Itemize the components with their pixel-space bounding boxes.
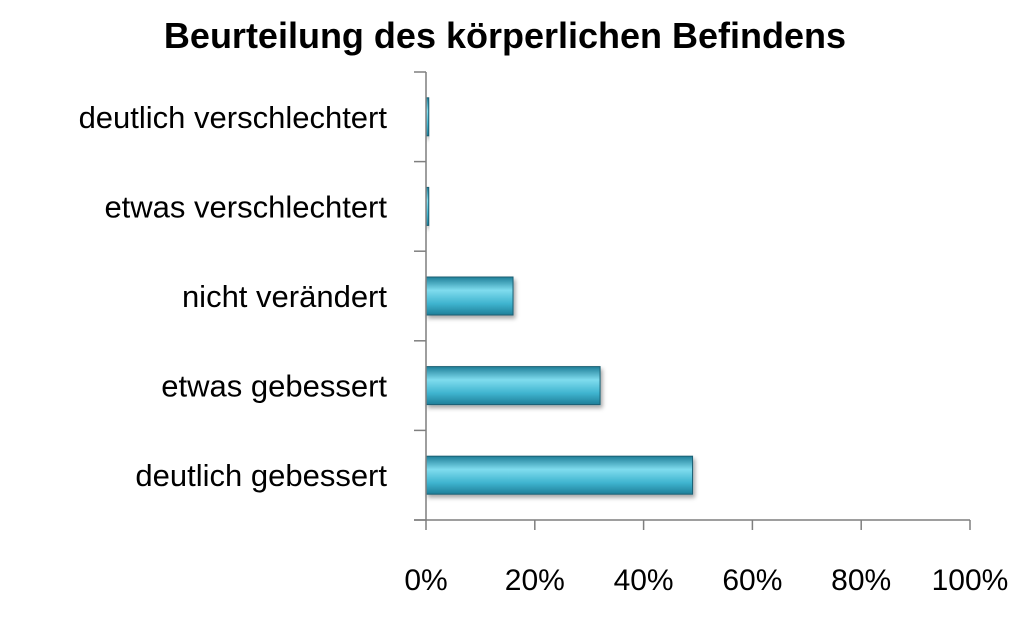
chart-title: Beurteilung des körperlichen Befindens <box>164 15 846 56</box>
x-tick-label-0: 0% <box>404 564 447 597</box>
x-tick-label-2: 40% <box>614 564 674 597</box>
x-tick-label-4: 80% <box>831 564 891 597</box>
category-label-4: deutlich gebessert <box>135 458 387 493</box>
bar-3 <box>425 366 601 406</box>
x-tick-label-1: 20% <box>505 564 565 597</box>
category-label-1: etwas verschlechtert <box>104 189 387 224</box>
axes-layer <box>414 71 971 530</box>
x-tick-label-5: 100% <box>932 564 1009 597</box>
category-label-2: nicht verändert <box>182 279 387 314</box>
bar-2 <box>425 276 514 316</box>
category-label-0: deutlich verschlechtert <box>79 100 388 135</box>
x-tick-label-3: 60% <box>722 564 782 597</box>
category-label-3: etwas gebessert <box>161 369 387 404</box>
category-labels: deutlich verschlechtert etwas verschlecht… <box>79 100 388 493</box>
bar-4 <box>425 455 694 495</box>
bars-layer <box>425 97 694 495</box>
x-tick-labels: 0% 20% 40% 60% 80% 100% <box>404 564 1008 597</box>
